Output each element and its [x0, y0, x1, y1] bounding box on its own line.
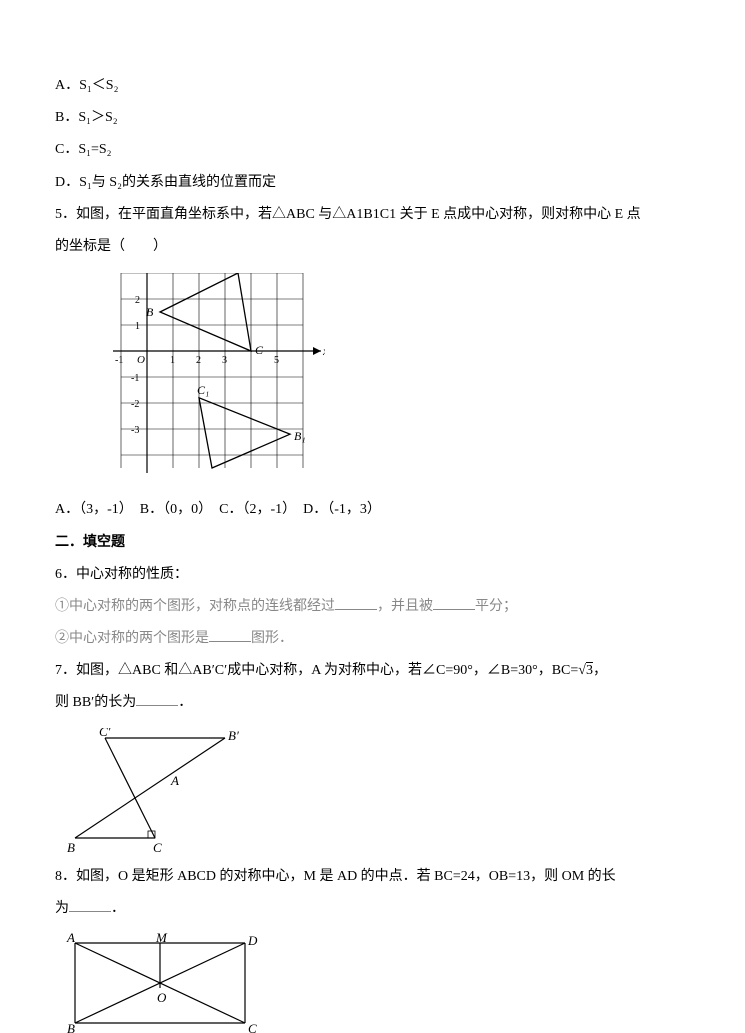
q6-part1c: 平分；: [475, 599, 517, 614]
q6-part1b: ，并且被: [377, 599, 433, 614]
q5-figure: O-1123512-1-2-3xyABCA₁B₁C₁: [95, 273, 690, 486]
q8-line2: 为．: [55, 893, 690, 925]
svg-text:B: B: [67, 840, 75, 853]
svg-text:5: 5: [274, 355, 279, 366]
blank: [433, 596, 475, 610]
q6-part1a: ①中心对称的两个图形，对称点的连线都经过: [55, 599, 335, 614]
q6-head: 6．中心对称的性质：: [55, 559, 690, 591]
option-c: C．S₁=S₂: [55, 134, 690, 166]
option-a: A．S₁＜S₂: [55, 70, 690, 102]
svg-text:A: A: [66, 933, 75, 945]
svg-text:B₁: B₁: [294, 429, 306, 443]
svg-text:A: A: [170, 773, 179, 788]
q8-line2b: ．: [111, 901, 125, 916]
q8-figure: A M D B C O: [65, 933, 690, 1033]
svg-text:B′: B′: [228, 728, 239, 743]
q7-line1b: ，: [593, 663, 607, 678]
blank: [136, 692, 178, 706]
svg-text:1: 1: [135, 321, 140, 332]
q5-text-line1: 5．如图，在平面直角坐标系中，若△ABC 与△A1B1C1 关于 E 点成中心对…: [55, 199, 690, 231]
q7-line2: 则 BB′的长为 ．: [55, 687, 690, 719]
svg-text:C₁: C₁: [197, 383, 209, 397]
q6-part1: ①中心对称的两个图形，对称点的连线都经过 ，并且被 平分；: [55, 591, 690, 623]
svg-text:O: O: [137, 354, 145, 366]
svg-text:x: x: [322, 344, 325, 358]
svg-text:D: D: [247, 933, 258, 948]
svg-text:C: C: [153, 840, 162, 853]
svg-text:A₁: A₁: [207, 471, 220, 473]
svg-text:2: 2: [135, 295, 140, 306]
option-d: D．S₁与 S₂的关系由直线的位置而定: [55, 167, 690, 199]
q6-part2a: ②中心对称的两个图形是: [55, 631, 209, 646]
svg-text:B: B: [146, 305, 154, 319]
option-b: B．S₁＞S₂: [55, 102, 690, 134]
q7-line2a: 则 BB′的长为: [55, 695, 136, 710]
q8-line2a: 为: [55, 901, 69, 916]
q7-line1: 7．如图，△ABC 和△AB′C′成中心对称，A 为对称中心，若∠C=90°，∠…: [55, 655, 690, 687]
section-2-title: 二．填空题: [55, 527, 690, 559]
q5-options: A．（3，-1） B．（0，0） C．（2，-1） D．（-1，3）: [55, 494, 690, 526]
svg-text:-1: -1: [131, 373, 139, 384]
q6-part2: ②中心对称的两个图形是 图形．: [55, 623, 690, 655]
svg-text:O: O: [157, 990, 167, 1005]
q5-text-line2: 的坐标是（ ）: [55, 231, 690, 263]
sqrt-val: 3: [586, 663, 593, 678]
q7-figure: C′ B′ A B C: [65, 728, 690, 853]
svg-text:B: B: [67, 1021, 75, 1033]
svg-text:C′: C′: [99, 728, 111, 739]
blank: [209, 628, 251, 642]
svg-text:-3: -3: [131, 425, 139, 436]
svg-text:2: 2: [196, 355, 201, 366]
q6-part2b: 图形．: [251, 631, 293, 646]
svg-text:-2: -2: [131, 399, 139, 410]
blank: [69, 898, 111, 912]
svg-text:C: C: [248, 1021, 257, 1033]
svg-text:3: 3: [222, 355, 227, 366]
svg-text:1: 1: [170, 355, 175, 366]
svg-text:A: A: [240, 273, 249, 274]
svg-text:-1: -1: [115, 355, 123, 366]
sqrt-symbol: √3: [578, 663, 593, 678]
svg-text:C: C: [255, 343, 264, 357]
blank: [335, 596, 377, 610]
q8-line1: 8．如图，O 是矩形 ABCD 的对称中心，M 是 AD 的中点．若 BC=24…: [55, 861, 690, 893]
q7-line1a: 7．如图，△ABC 和△AB′C′成中心对称，A 为对称中心，若∠C=90°，∠…: [55, 663, 578, 678]
q7-line2b: ．: [178, 695, 192, 710]
svg-text:M: M: [155, 933, 168, 945]
